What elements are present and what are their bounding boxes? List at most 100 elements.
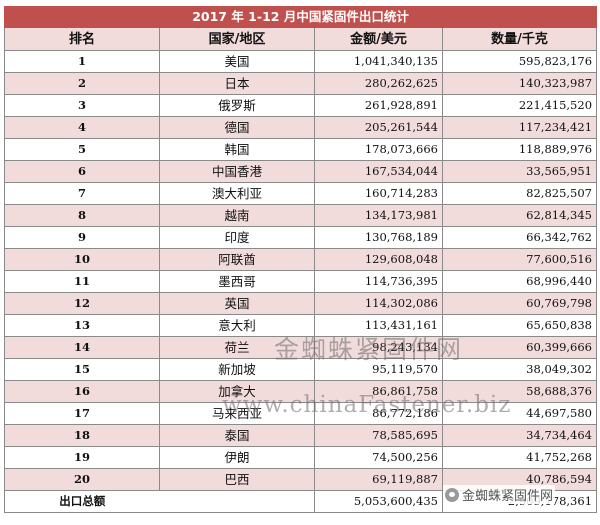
table-row: 3 俄罗斯 261,928,891 221,415,520 (4, 94, 598, 117)
country-cell: 马来西亚 (159, 402, 315, 425)
rank-cell: 10 (4, 248, 160, 271)
amount-cell: 134,173,981 (314, 204, 443, 227)
export-stats-sheet: 2017 年 1-12 月中国紧固件出口统计 排名 国家/地区 金额/美元 数量… (3, 6, 598, 513)
amount-cell: 113,431,161 (314, 314, 443, 337)
weight-cell: 33,565,951 (441, 160, 598, 183)
weight-cell: 68,996,440 (441, 270, 598, 293)
country-cell: 越南 (159, 204, 315, 227)
rank-cell: 18 (4, 424, 160, 447)
weight-cell: 66,342,762 (441, 226, 598, 249)
weight-cell: 41,752,268 (441, 446, 598, 469)
weight-cell: 38,049,302 (441, 358, 598, 381)
weight-cell: 65,650,838 (441, 314, 598, 337)
weight-cell: 77,600,516 (441, 248, 598, 271)
table-title: 2017 年 1-12 月中国紧固件出口统计 (3, 6, 598, 28)
country-cell: 荷兰 (159, 336, 315, 359)
rank-cell: 7 (4, 182, 160, 205)
amount-cell: 167,534,044 (314, 160, 443, 183)
rank-cell: 16 (4, 380, 160, 403)
table-row: 9 印度 130,768,189 66,342,762 (4, 226, 598, 249)
amount-cell: 95,119,570 (314, 358, 443, 381)
amount-cell: 86,861,758 (314, 380, 443, 403)
rank-cell: 4 (4, 116, 160, 139)
rank-cell: 19 (4, 446, 160, 469)
table-row: 20 巴西 69,119,887 40,786,594 (4, 468, 598, 491)
weight-cell: 62,814,345 (441, 204, 598, 227)
weight-cell: 140,323,987 (441, 72, 598, 95)
country-cell: 俄罗斯 (159, 94, 315, 117)
rank-cell: 1 (4, 50, 160, 73)
rank-cell: 8 (4, 204, 160, 227)
table-row: 6 中国香港 167,534,044 33,565,951 (4, 160, 598, 183)
total-label: 出口总额 (4, 490, 160, 513)
country-cell: 美国 (159, 50, 315, 73)
weight-cell: 60,399,666 (441, 336, 598, 359)
badge-text: 金蜘蛛紧固件网 (462, 489, 554, 504)
export-stats-table: 2017 年 1-12 月中国紧固件出口统计 排名 国家/地区 金额/美元 数量… (3, 6, 598, 513)
rank-cell: 20 (4, 468, 160, 491)
amount-cell: 130,768,189 (314, 226, 443, 249)
country-cell: 墨西哥 (159, 270, 315, 293)
amount-cell: 86,772,186 (314, 402, 443, 425)
rank-cell: 11 (4, 270, 160, 293)
rank-cell: 12 (4, 292, 160, 315)
amount-cell: 261,928,891 (314, 94, 443, 117)
table-row: 13 意大利 113,431,161 65,650,838 (4, 314, 598, 337)
table-row: 15 新加坡 95,119,570 38,049,302 (4, 358, 598, 381)
country-cell: 日本 (159, 72, 315, 95)
weight-cell: 58,688,376 (441, 380, 598, 403)
table-row: 17 马来西亚 86,772,186 44,697,580 (4, 402, 598, 425)
table-row: 12 英国 114,302,086 60,769,798 (4, 292, 598, 315)
country-cell: 巴西 (159, 468, 315, 491)
weight-cell: 44,697,580 (441, 402, 598, 425)
country-cell: 德国 (159, 116, 315, 139)
header-amount: 金额/美元 (314, 27, 443, 51)
amount-cell: 74,500,256 (314, 446, 443, 469)
table-row: 5 韩国 178,073,666 118,889,976 (4, 138, 598, 161)
header-country: 国家/地区 (159, 27, 315, 51)
amount-cell: 178,073,666 (314, 138, 443, 161)
table-row: 2 日本 280,262,625 140,323,987 (4, 72, 598, 95)
country-cell: 英国 (159, 292, 315, 315)
country-cell: 加拿大 (159, 380, 315, 403)
country-cell: 泰国 (159, 424, 315, 447)
weight-cell: 118,889,976 (441, 138, 598, 161)
table-row: 11 墨西哥 114,736,395 68,996,440 (4, 270, 598, 293)
country-cell: 伊朗 (159, 446, 315, 469)
weight-cell: 117,234,421 (441, 116, 598, 139)
weight-cell: 60,769,798 (441, 292, 598, 315)
table-body: 1 美国 1,041,340,135 595,823,176 2 日本 280,262,62… (4, 50, 598, 491)
table-row: 7 澳大利亚 160,714,283 82,825,507 (4, 182, 598, 205)
country-cell: 意大利 (159, 314, 315, 337)
weight-cell: 34,734,464 (441, 424, 598, 447)
header-weight: 数量/千克 (441, 27, 598, 51)
rank-cell: 15 (4, 358, 160, 381)
weight-cell: 595,823,176 (441, 50, 598, 73)
amount-cell: 69,119,887 (314, 468, 443, 491)
header-rank: 排名 (4, 27, 160, 51)
amount-cell: 280,262,625 (314, 72, 443, 95)
source-badge: 金蜘蛛紧固件网 (443, 485, 556, 504)
watermark-url: www.chinaFastener.biz (222, 392, 512, 418)
rank-cell: 17 (4, 402, 160, 425)
total-amount: 5,053,600,435 (314, 490, 443, 513)
rank-cell: 9 (4, 226, 160, 249)
table-row: 10 阿联酋 129,608,048 77,600,516 (4, 248, 598, 271)
total-spacer (159, 490, 315, 513)
rank-cell: 14 (4, 336, 160, 359)
amount-cell: 98,243,134 (314, 336, 443, 359)
amount-cell: 114,302,086 (314, 292, 443, 315)
rank-cell: 13 (4, 314, 160, 337)
rank-cell: 2 (4, 72, 160, 95)
amount-cell: 78,585,695 (314, 424, 443, 447)
country-cell: 阿联酋 (159, 248, 315, 271)
country-cell: 印度 (159, 226, 315, 249)
table-row: 19 伊朗 74,500,256 41,752,268 (4, 446, 598, 469)
table-row: 16 加拿大 86,861,758 58,688,376 (4, 380, 598, 403)
watermark-name: 金蜘蛛紧固件网 (274, 335, 464, 364)
country-cell: 中国香港 (159, 160, 315, 183)
table-row: 1 美国 1,041,340,135 595,823,176 (4, 50, 598, 73)
table-row: 4 德国 205,261,544 117,234,421 (4, 116, 598, 139)
amount-cell: 205,261,544 (314, 116, 443, 139)
wechat-icon (445, 487, 459, 502)
